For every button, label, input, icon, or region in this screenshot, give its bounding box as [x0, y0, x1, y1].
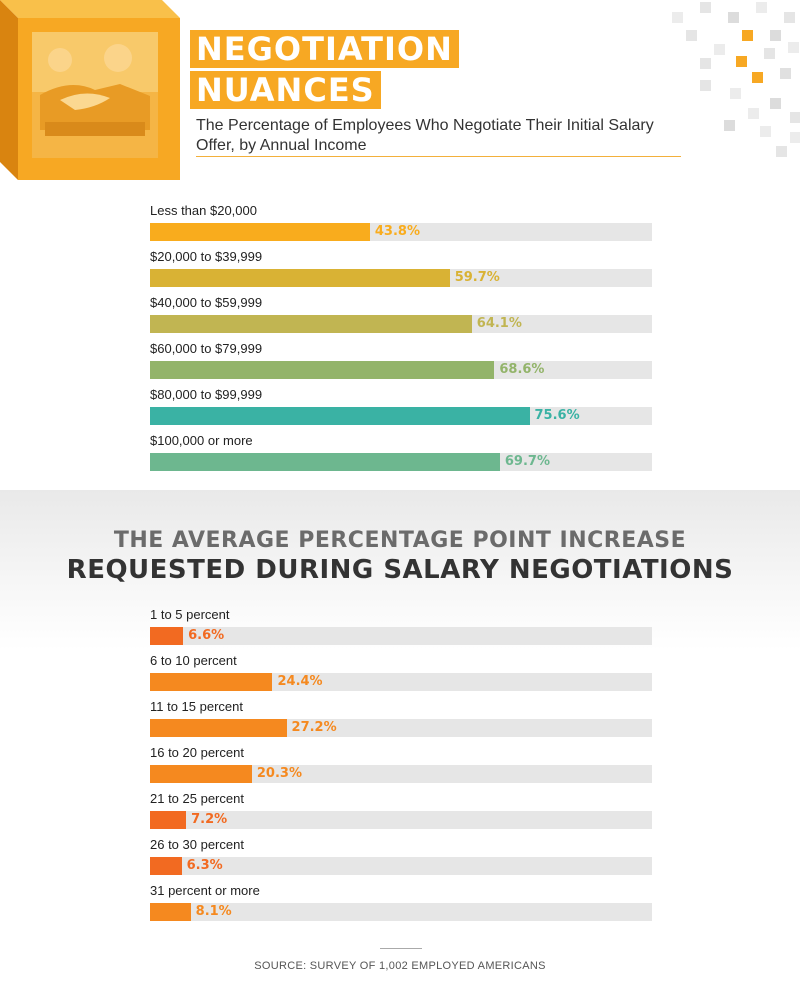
category-label: $20,000 to $39,999	[150, 249, 263, 264]
decorative-square	[736, 56, 747, 67]
category-label: 21 to 25 percent	[150, 791, 244, 806]
category-label: $60,000 to $79,999	[150, 341, 263, 356]
bar	[150, 627, 184, 645]
section2-title-line2: REQUESTED DURING SALARY NEGOTIATIONS	[66, 555, 734, 585]
decorative-square	[770, 30, 781, 41]
value-label: 7.2%	[191, 812, 228, 827]
decorative-square	[672, 12, 683, 23]
bar-track	[150, 765, 652, 783]
value-label: 6.3%	[186, 858, 223, 873]
bar-track	[150, 903, 652, 921]
decorative-square	[752, 72, 763, 83]
value-label: 59.7%	[454, 270, 500, 285]
bar	[150, 453, 500, 471]
category-label: 16 to 20 percent	[150, 745, 244, 760]
value-label: 27.2%	[291, 720, 337, 735]
category-label: 6 to 10 percent	[150, 653, 237, 668]
decorative-square	[784, 12, 795, 23]
value-label: 64.1%	[476, 316, 522, 331]
page-title-line2: NUANCES	[190, 71, 381, 109]
value-label: 43.8%	[374, 224, 420, 239]
bar	[150, 903, 191, 921]
category-label: 11 to 15 percent	[150, 699, 243, 714]
category-label: 31 percent or more	[150, 883, 260, 898]
value-label: 69.7%	[504, 454, 550, 469]
bar	[150, 811, 187, 829]
decorative-square	[764, 48, 775, 59]
decorative-square	[790, 112, 800, 123]
decorative-square	[760, 126, 771, 137]
decorative-square	[748, 108, 759, 119]
value-label: 68.6%	[499, 362, 545, 377]
decorative-square	[776, 146, 787, 157]
decorative-square	[700, 58, 711, 69]
category-label: $100,000 or more	[150, 433, 253, 448]
decorative-square	[700, 80, 711, 91]
chart-subtitle: The Percentage of Employees Who Negotiat…	[196, 117, 654, 154]
value-label: 24.4%	[277, 674, 323, 689]
category-label: 26 to 30 percent	[150, 837, 244, 852]
value-label: 20.3%	[256, 766, 302, 781]
decorative-square	[728, 12, 739, 23]
value-label: 75.6%	[534, 408, 580, 423]
decorative-square	[788, 42, 799, 53]
source-note: SOURCE: SURVEY OF 1,002 EMPLOYED AMERICA…	[254, 960, 546, 972]
bar	[150, 269, 450, 287]
source-divider	[380, 948, 422, 949]
header-divider	[196, 156, 681, 157]
category-label: 1 to 5 percent	[150, 607, 230, 622]
bar	[150, 719, 287, 737]
category-label: $40,000 to $59,999	[150, 295, 263, 310]
bar-track	[150, 857, 652, 875]
decorative-square	[756, 2, 767, 13]
decorative-square	[730, 88, 741, 99]
bar	[150, 315, 472, 333]
decorative-square	[714, 44, 725, 55]
bar	[150, 223, 370, 241]
bar	[150, 361, 495, 379]
category-label: $80,000 to $99,999	[150, 387, 263, 402]
decorative-square	[686, 30, 697, 41]
bar-track	[150, 811, 652, 829]
decorative-square	[780, 68, 791, 79]
decorative-square	[790, 132, 800, 143]
value-label: 8.1%	[195, 904, 232, 919]
bar	[150, 857, 182, 875]
page-title-line1: NEGOTIATION	[190, 30, 459, 68]
section2-title-line1: THE AVERAGE PERCENTAGE POINT INCREASE	[113, 528, 687, 553]
bar	[150, 765, 252, 783]
bar	[150, 407, 530, 425]
category-label: Less than $20,000	[150, 203, 257, 218]
handshake-image	[0, 0, 180, 180]
value-label: 6.6%	[188, 628, 225, 643]
decorative-square	[724, 120, 735, 131]
bar-track	[150, 627, 652, 645]
bar	[150, 673, 273, 691]
decorative-square	[742, 30, 753, 41]
bar-track	[150, 673, 652, 691]
decorative-square	[770, 98, 781, 109]
decorative-square	[700, 2, 711, 13]
